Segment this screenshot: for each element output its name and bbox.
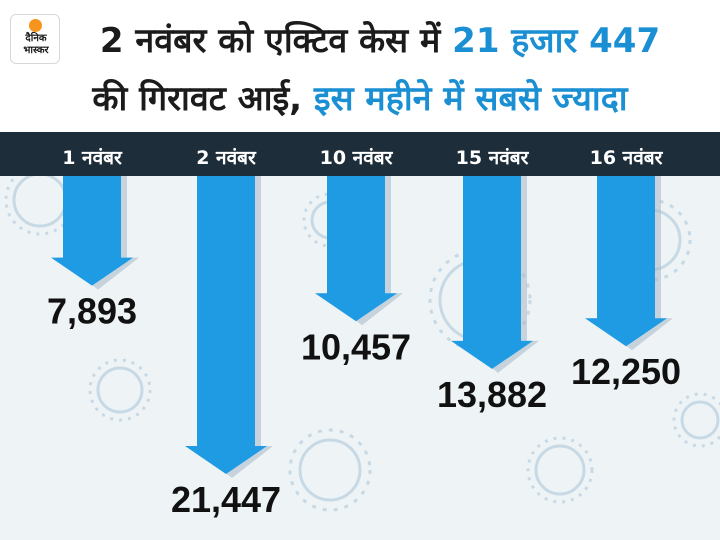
value-label: 10,457 (301, 326, 411, 367)
value-label: 13,882 (437, 374, 547, 415)
value-label: 12,250 (571, 351, 681, 392)
headline-line2-text: की गिरावट आई, (92, 79, 314, 119)
value-label: 7,893 (47, 291, 137, 332)
category-label: 16 नवंबर (590, 147, 664, 169)
sun-icon (29, 19, 42, 32)
category-band (0, 132, 720, 176)
headline-line2: की गिरावट आई, इस महीने में सबसे ज्यादा (0, 74, 720, 120)
category-label: 10 नवंबर (320, 147, 394, 169)
headline-line1-highlight: 21 हजार 447 (452, 21, 661, 61)
headline-line2-highlight: इस महीने में सबसे ज्यादा (313, 79, 628, 119)
arrow-bar (51, 176, 133, 286)
arrow-bar (451, 176, 533, 369)
value-label: 21,447 (171, 479, 281, 520)
arrow-bar (585, 176, 667, 347)
headline-line1-text: 2 नवंबर को एक्टिव केस में (99, 21, 453, 61)
category-label: 1 नवंबर (62, 147, 123, 169)
logo-line1: दैनिक (25, 33, 47, 44)
dainik-bhaskar-logo: दैनिक भास्कर (10, 14, 60, 64)
header: दैनिक भास्कर 2 नवंबर को एक्टिव केस में 2… (0, 0, 720, 132)
headline-line1: 2 नवंबर को एक्टिव केस में 21 हजार 447 (0, 16, 720, 62)
category-label: 15 नवंबर (456, 147, 530, 169)
category-label: 2 नवंबर (196, 147, 257, 169)
logo-line2: भास्कर (23, 45, 49, 56)
arrow-bar (185, 176, 267, 474)
arrow-bar (315, 176, 397, 322)
